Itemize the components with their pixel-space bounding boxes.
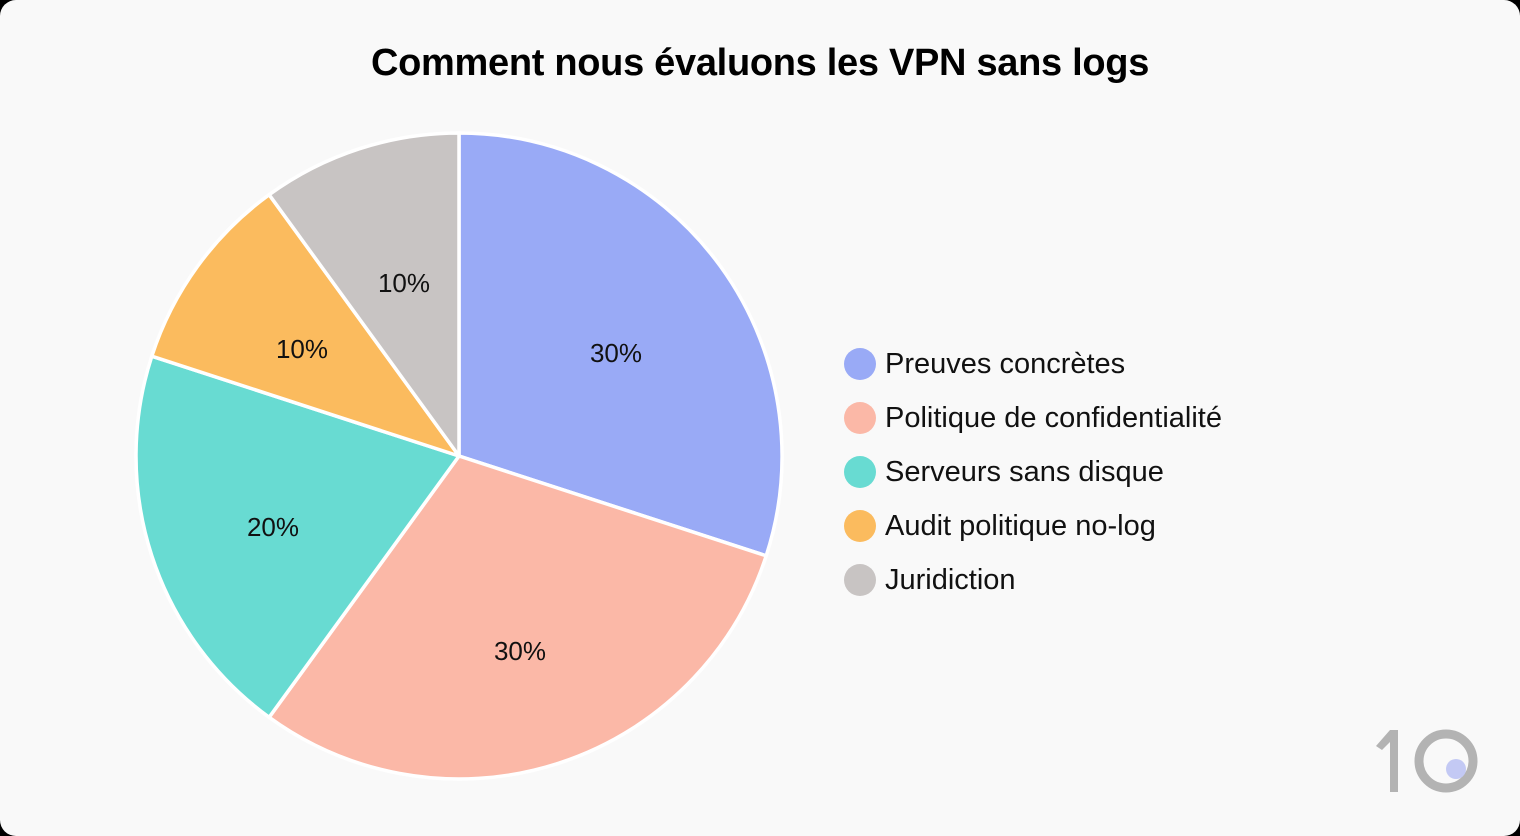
slice-label-preuves: 30% [590,338,642,368]
legend-label: Preuves concrètes [885,347,1126,380]
slice-label-audit: 10% [276,334,328,364]
pie-slices [134,131,784,781]
pie-slice-4 [150,192,461,458]
legend-swatch-icon [844,456,876,488]
legend-label: Juridiction [885,563,1016,596]
pie-slice-5 [267,131,461,458]
pie-slice-2 [267,454,768,781]
pie-slice-labels: 30% 30% 20% 10% 10% [247,268,642,666]
chart-legend: Preuves concrètes Politique de confident… [844,337,1222,607]
brand-logo-icon [1376,729,1478,793]
slice-label-serveurs: 20% [247,512,299,542]
slice-label-politique: 30% [494,636,546,666]
legend-item-audit: Audit politique no-log [844,499,1222,553]
legend-swatch-icon [844,402,876,434]
chart-title: Comment nous évaluons les VPN sans logs [370,42,1150,84]
legend-swatch-icon [844,348,876,380]
legend-label: Politique de confidentialité [885,401,1222,434]
legend-item-politique: Politique de confidentialité [844,391,1222,445]
pie-slice-3 [134,354,461,720]
legend-swatch-icon [844,510,876,542]
legend-label: Serveurs sans disque [885,455,1164,488]
legend-label: Audit politique no-log [885,509,1156,542]
legend-swatch-icon [844,564,876,596]
slice-label-juridiction: 10% [378,268,430,298]
legend-item-preuves: Preuves concrètes [844,337,1222,391]
legend-item-serveurs: Serveurs sans disque [844,445,1222,499]
legend-item-juridiction: Juridiction [844,553,1222,607]
pie-slice-1 [457,131,784,558]
